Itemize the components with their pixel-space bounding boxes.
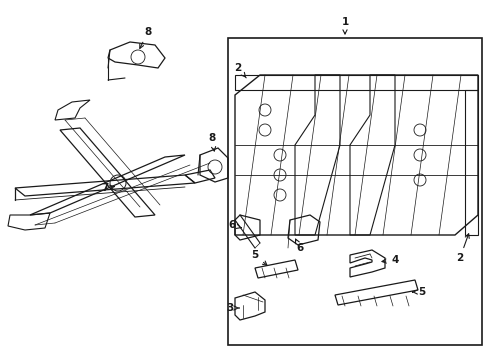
- Text: 2: 2: [234, 63, 245, 78]
- Text: 8: 8: [208, 133, 215, 151]
- Text: 6: 6: [295, 239, 303, 253]
- Text: 2: 2: [455, 234, 468, 263]
- Text: 6: 6: [228, 220, 241, 230]
- Text: 1: 1: [341, 17, 348, 34]
- Text: 4: 4: [381, 255, 398, 265]
- Text: 5: 5: [412, 287, 425, 297]
- Text: 3: 3: [226, 303, 239, 313]
- Text: 8: 8: [140, 27, 151, 48]
- Text: 7: 7: [101, 183, 114, 193]
- Text: 5: 5: [251, 250, 266, 265]
